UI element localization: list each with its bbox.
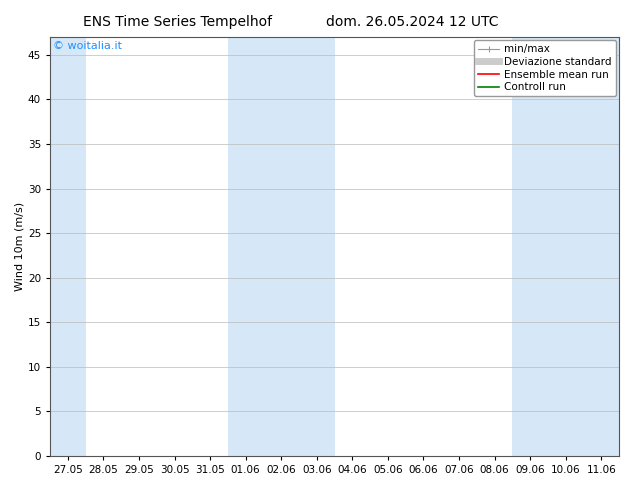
Bar bbox=[228, 37, 335, 456]
Y-axis label: Wind 10m (m/s): Wind 10m (m/s) bbox=[15, 202, 25, 291]
Bar bbox=[50, 37, 86, 456]
Legend: min/max, Deviazione standard, Ensemble mean run, Controll run: min/max, Deviazione standard, Ensemble m… bbox=[474, 40, 616, 97]
Text: dom. 26.05.2024 12 UTC: dom. 26.05.2024 12 UTC bbox=[326, 15, 498, 29]
Text: ENS Time Series Tempelhof: ENS Time Series Tempelhof bbox=[83, 15, 272, 29]
Text: © woitalia.it: © woitalia.it bbox=[53, 41, 122, 51]
Bar bbox=[512, 37, 619, 456]
